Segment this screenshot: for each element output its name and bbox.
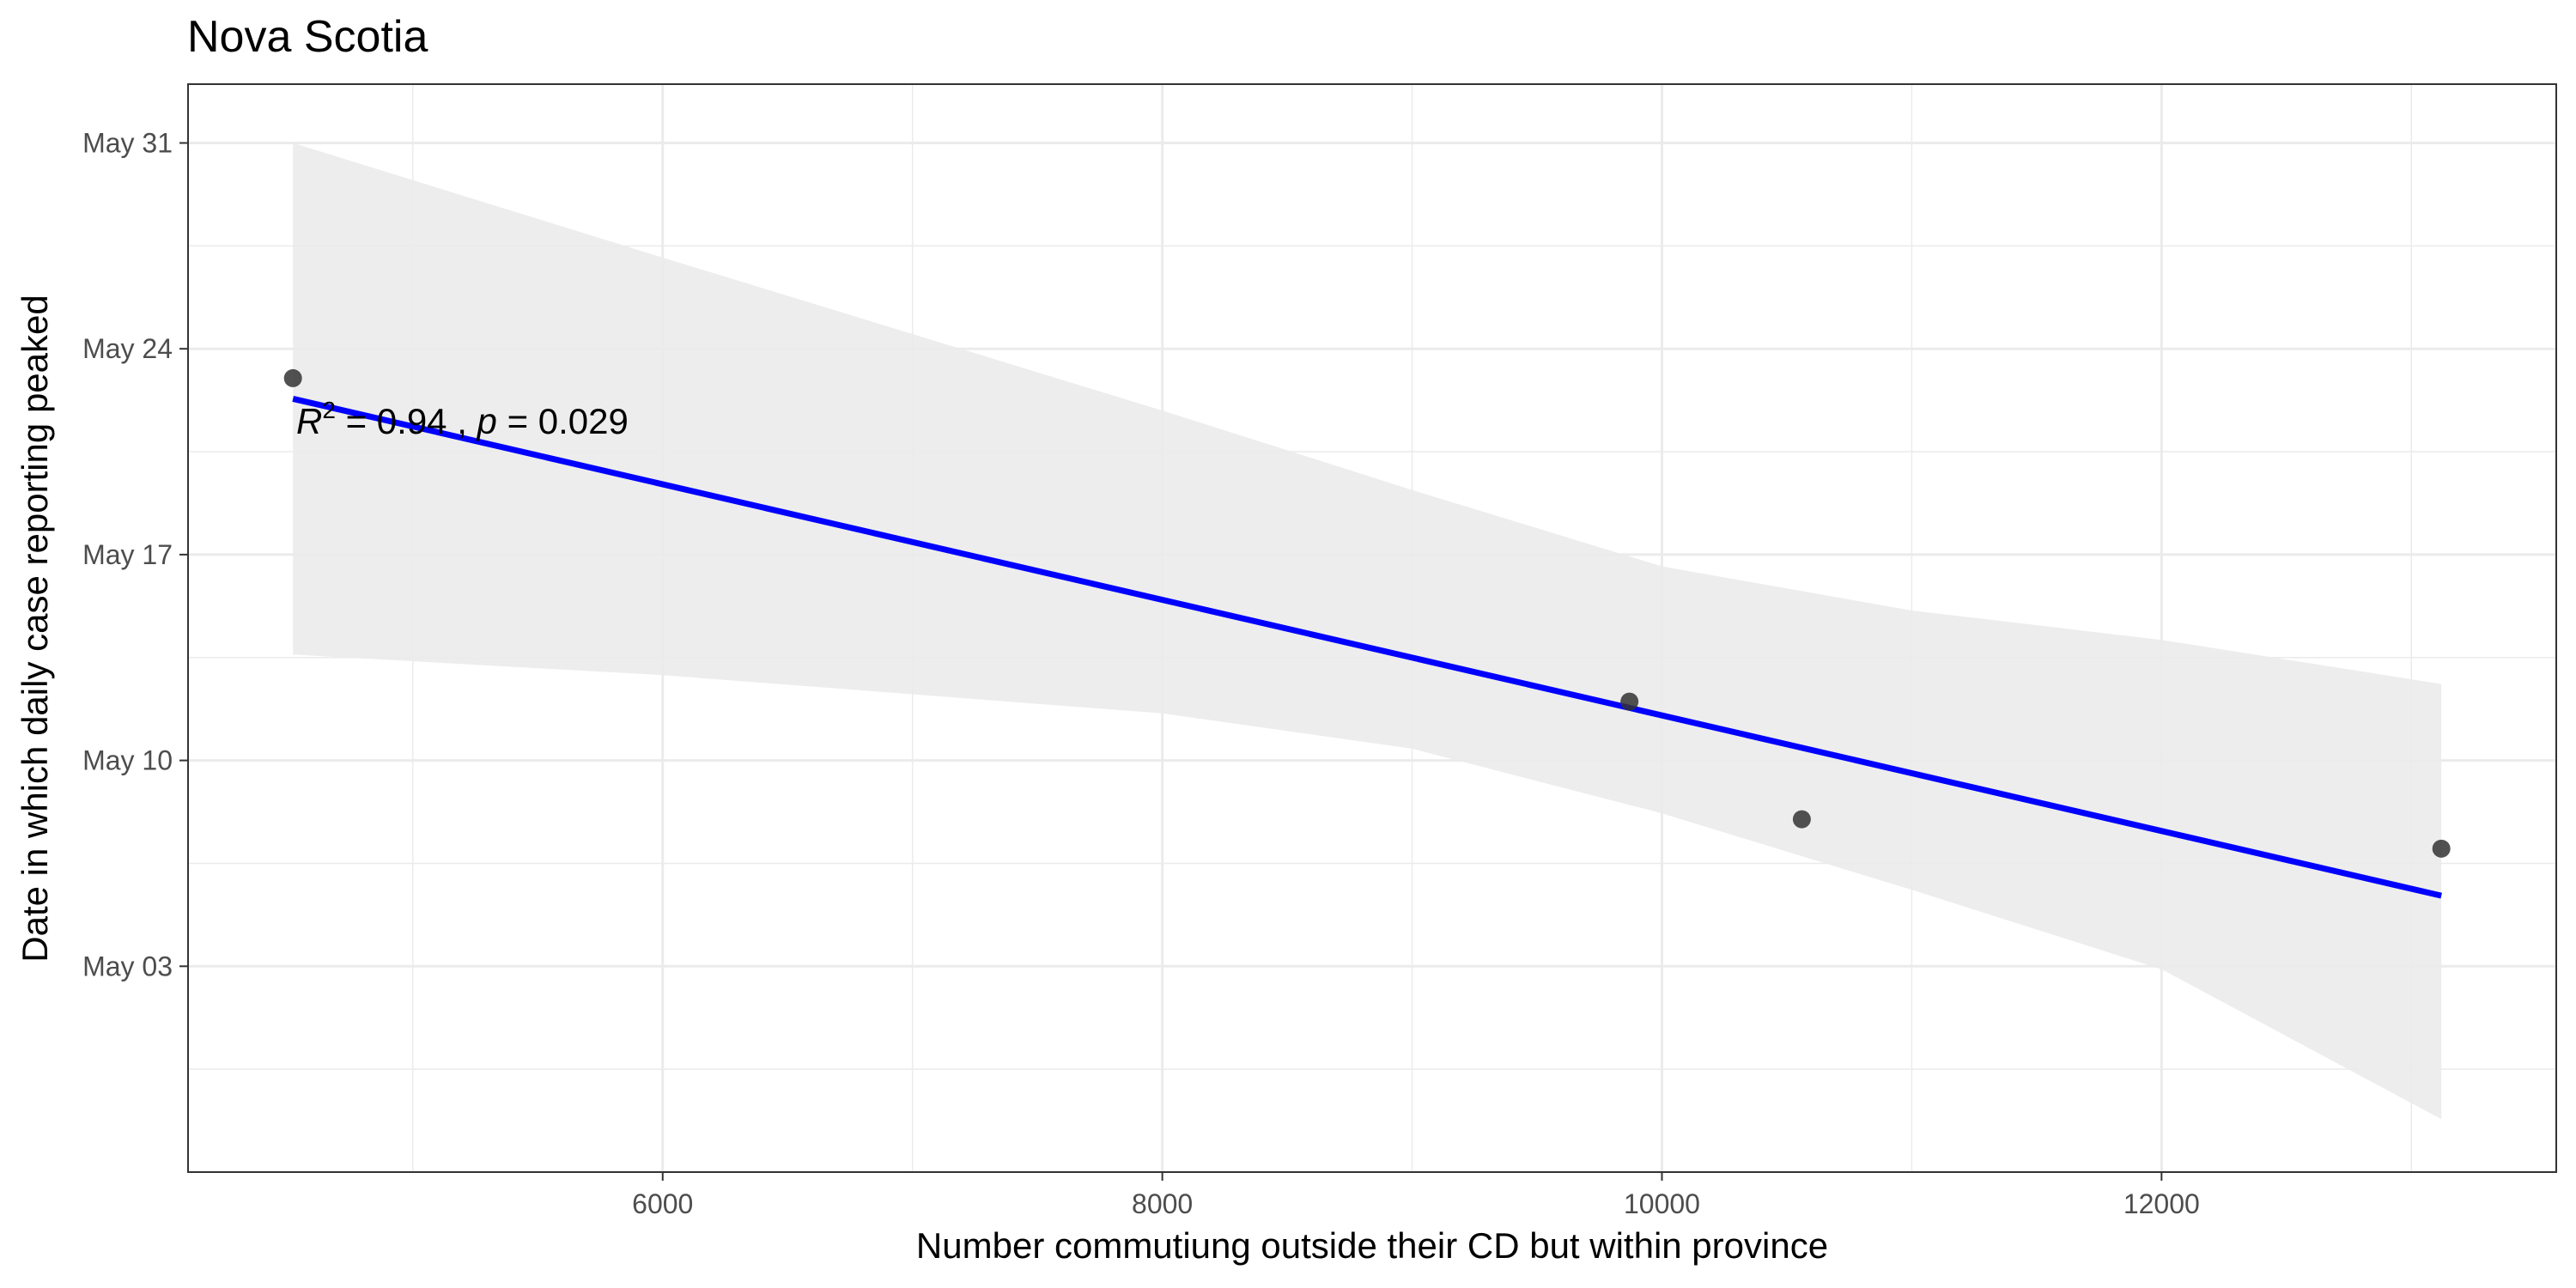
r-exponent: 2: [322, 397, 336, 423]
fit-line-layer: [292, 395, 2442, 899]
y-axis-title: Date in which daily case reporting peake…: [15, 295, 55, 962]
regression-line: [292, 395, 2442, 899]
y-axis: May 03 May 10 May 17 May 24 May 31: [82, 127, 188, 981]
data-point: [2432, 839, 2451, 858]
chart-title: Nova Scotia: [187, 12, 428, 62]
data-points: [283, 368, 2451, 858]
x-axis: 6000 8000 10000 12000: [632, 1172, 2200, 1219]
p-value: = 0.029: [497, 401, 629, 441]
p-symbol: p: [476, 401, 497, 441]
y-tick-label: May 24: [82, 333, 173, 364]
x-tick-label: 6000: [632, 1188, 693, 1219]
y-tick-label: May 31: [82, 127, 173, 158]
data-point: [283, 368, 302, 387]
x-tick-label: 10000: [1624, 1188, 1700, 1219]
fit-annotation: R2 = 0.94 , p = 0.029: [296, 397, 629, 441]
data-point: [1620, 692, 1639, 711]
y-tick-label: May 10: [82, 745, 173, 776]
data-point: [1792, 810, 1811, 829]
r-value: = 0.94 ,: [336, 401, 477, 441]
x-tick-label: 8000: [1132, 1188, 1193, 1219]
confidence-band: [293, 143, 2442, 1120]
r-symbol: R: [296, 401, 322, 441]
x-tick-label: 12000: [2123, 1188, 2200, 1219]
y-tick-label: May 03: [82, 951, 173, 981]
plot-border: [187, 83, 2557, 1173]
confidence-band-layer: [293, 143, 2442, 1120]
x-axis-title: Number commutiung outside their CD but w…: [916, 1225, 1828, 1266]
y-tick-label: May 17: [82, 539, 173, 570]
